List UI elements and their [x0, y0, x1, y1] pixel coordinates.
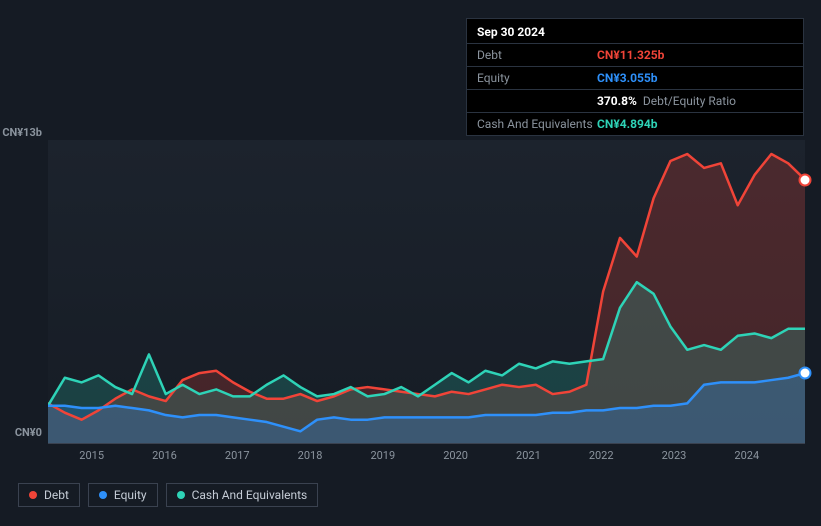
- y-axis-top-label: CN¥13b: [2, 126, 42, 139]
- x-tick: 2015: [79, 449, 104, 462]
- legend-swatch: [177, 491, 185, 499]
- tooltip-row-label: Equity: [477, 71, 597, 85]
- tooltip-row: DebtCN¥11.325b: [467, 43, 803, 66]
- x-tick: 2023: [662, 449, 687, 462]
- x-tick: 2021: [516, 449, 541, 462]
- tooltip-row-value: CN¥11.325b: [597, 48, 664, 62]
- tooltip-rows: DebtCN¥11.325bEquityCN¥3.055b370.8%Debt/…: [467, 43, 803, 135]
- legend-item[interactable]: Equity: [88, 483, 158, 507]
- x-tick: 2024: [734, 449, 759, 462]
- legend-label: Cash And Equivalents: [192, 488, 308, 502]
- legend-item[interactable]: Debt: [18, 483, 80, 507]
- series-marker: [799, 367, 812, 380]
- chart-plot[interactable]: [48, 140, 805, 444]
- x-tick: 2019: [370, 449, 395, 462]
- x-axis: 2015 2016 2017 2018 2019 2020 2021 2022 2023 2024: [48, 449, 805, 463]
- legend-label: Equity: [114, 488, 147, 502]
- chart-svg: [48, 140, 805, 443]
- hover-tooltip: Sep 30 2024 DebtCN¥11.325bEquityCN¥3.055…: [466, 18, 804, 136]
- legend: Debt Equity Cash And Equivalents: [18, 483, 318, 507]
- y-axis-bottom-label: CN¥0: [15, 426, 42, 439]
- tooltip-row-value: CN¥4.894b: [597, 117, 658, 131]
- x-tick: 2016: [152, 449, 177, 462]
- x-tick: 2018: [298, 449, 323, 462]
- tooltip-date: Sep 30 2024: [467, 19, 803, 43]
- x-tick: 2017: [225, 449, 250, 462]
- legend-label: Debt: [44, 488, 69, 502]
- tooltip-row: 370.8% Debt/Equity Ratio: [467, 89, 803, 112]
- x-tick: 2020: [443, 449, 468, 462]
- legend-swatch: [29, 491, 37, 499]
- legend-swatch: [99, 491, 107, 499]
- tooltip-row-value: 370.8%: [597, 94, 637, 108]
- tooltip-row: EquityCN¥3.055b: [467, 66, 803, 89]
- tooltip-row-label: Debt: [477, 48, 597, 62]
- tooltip-row-label: Cash And Equivalents: [477, 117, 597, 131]
- tooltip-row-value: CN¥3.055b: [597, 71, 658, 85]
- x-tick: 2022: [589, 449, 614, 462]
- series-marker: [799, 173, 812, 186]
- tooltip-row-suffix: Debt/Equity Ratio: [643, 94, 736, 108]
- legend-item[interactable]: Cash And Equivalents: [166, 483, 319, 507]
- tooltip-row: Cash And EquivalentsCN¥4.894b: [467, 112, 803, 135]
